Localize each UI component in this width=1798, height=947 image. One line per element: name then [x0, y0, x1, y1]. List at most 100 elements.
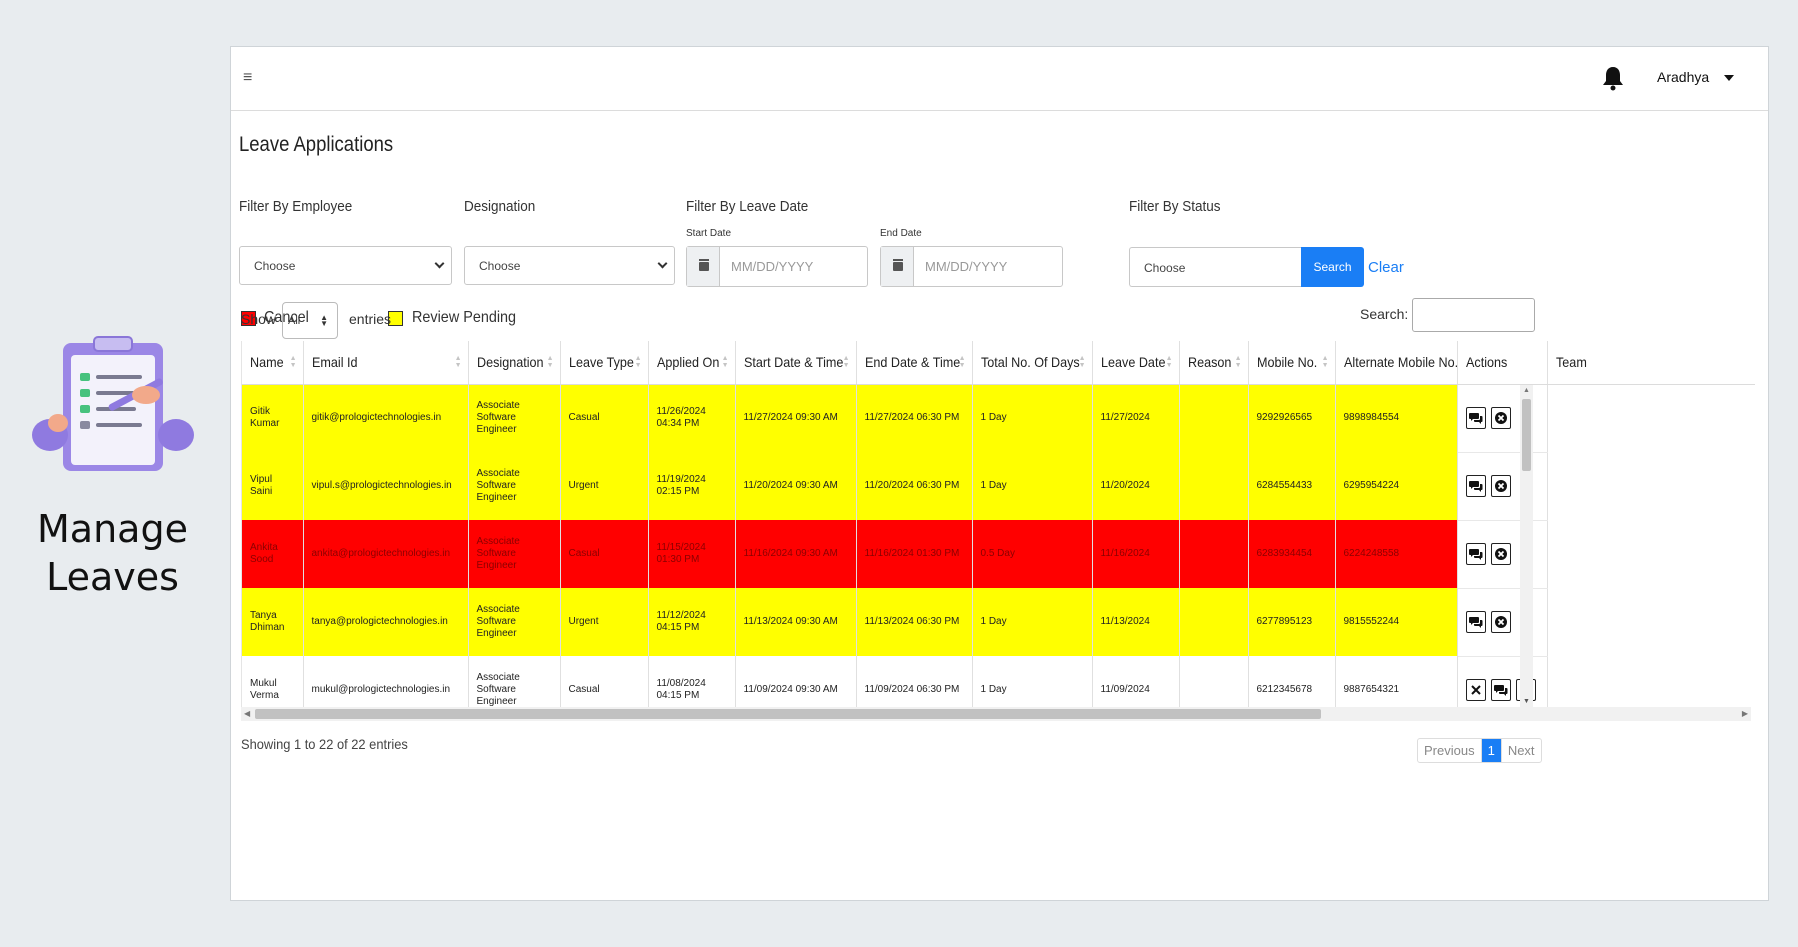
pagination-previous[interactable]: Previous — [1418, 739, 1482, 762]
column-header-label: End Date & Time — [864, 354, 960, 371]
scroll-right-icon[interactable]: ▶ — [1741, 709, 1748, 718]
cancel-circle-icon[interactable] — [1490, 475, 1511, 497]
column-header[interactable]: Start Date & Time ▲ ▼ — [735, 341, 857, 385]
column-header[interactable]: Leave Date ▲ ▼ — [1092, 341, 1180, 385]
hero-title: Manage Leaves — [0, 505, 225, 601]
cancel-circle-icon[interactable] — [1490, 543, 1511, 565]
table-header-row: Name ▲ ▼ Email Id ▲ ▼ Designation ▲ ▼ Leave Ty… — [242, 341, 1755, 385]
cell-leave-type: Casual — [560, 384, 649, 452]
leave-table: Name ▲ ▼ Email Id ▲ ▼ Designation ▲ ▼ Leave Ty… — [242, 341, 1755, 711]
column-header[interactable]: Applied On ▲ ▼ — [648, 341, 736, 385]
column-header[interactable]: End Date & Time ▲ ▼ — [856, 341, 973, 385]
filter-employee-select[interactable]: Choose — [239, 246, 452, 285]
notification-bell-icon[interactable] — [1601, 65, 1625, 91]
start-date-input[interactable] — [721, 247, 867, 286]
hamburger-menu-icon[interactable]: ≡ — [243, 69, 253, 86]
vertical-scrollbar[interactable]: ▲ ▼ — [1520, 385, 1533, 707]
page-length-select[interactable]: All ▲ ▼ — [282, 302, 338, 339]
column-header[interactable]: Email Id ▲ ▼ — [303, 341, 469, 385]
scroll-down-icon[interactable]: ▼ — [1523, 698, 1530, 705]
comments-icon[interactable] — [1490, 679, 1511, 701]
horizontal-scroll-thumb[interactable] — [255, 709, 1321, 719]
cell-team — [1547, 452, 1755, 520]
cell-actions — [1457, 520, 1548, 589]
cell-leave-date: 11/13/2024 — [1092, 588, 1180, 656]
filter-designation-value: Choose — [479, 259, 521, 273]
hero-title-line2: Leaves — [46, 555, 179, 599]
user-menu-name[interactable]: Aradhya — [1657, 69, 1710, 85]
comments-icon[interactable] — [1465, 407, 1486, 429]
scroll-left-icon[interactable]: ◀ — [244, 709, 251, 718]
cell-alt-mobile: 9815552244 — [1335, 588, 1458, 656]
clear-link[interactable]: Clear — [1368, 259, 1404, 276]
filter-status-select[interactable]: Choose — [1129, 247, 1301, 287]
filter-status-label: Filter By Status — [1129, 198, 1221, 215]
column-header[interactable]: Total No. Of Days ▲ ▼ — [972, 341, 1093, 385]
horizontal-scrollbar[interactable]: ◀ ▶ — [241, 707, 1751, 721]
start-date-label: Start Date — [686, 228, 732, 239]
column-header[interactable]: Name ▲ ▼ — [242, 341, 304, 385]
cell-alt-mobile: 6224248558 — [1335, 520, 1458, 588]
sort-icon: ▲ ▼ — [634, 355, 642, 369]
cell-start: 11/20/2024 09:30 AM — [735, 452, 857, 520]
cancel-circle-icon[interactable] — [1490, 611, 1511, 633]
cell-applied-on: 11/26/2024 04:34 PM — [648, 384, 736, 452]
cell-days: 0.5 Day — [972, 520, 1093, 588]
chevron-down-icon — [434, 258, 445, 269]
cell-reason — [1179, 520, 1249, 588]
column-header-label: Designation — [476, 354, 544, 371]
sort-icon: ▲ ▼ — [1078, 355, 1086, 369]
comments-icon[interactable] — [1465, 543, 1486, 565]
cell-team — [1547, 520, 1755, 588]
column-header[interactable]: Mobile No. ▲ ▼ — [1248, 341, 1336, 385]
sort-icon: ▲ ▼ — [1321, 355, 1329, 369]
pagination-next[interactable]: Next — [1507, 743, 1535, 758]
cell-leave-date: 11/16/2024 — [1092, 520, 1180, 588]
cell-leave-type: Urgent — [560, 452, 649, 520]
filter-designation-select[interactable]: Choose — [464, 246, 675, 285]
search-button[interactable]: Search — [1301, 247, 1364, 287]
column-header[interactable]: Alternate Mobile No. — [1335, 341, 1458, 385]
close-icon[interactable] — [1465, 679, 1486, 701]
cell-designation: Associate Software Engineer — [468, 452, 561, 520]
pagination-page-1[interactable]: 1 — [1481, 739, 1502, 762]
table-info: Showing 1 to 22 of 22 entries — [241, 736, 408, 752]
cell-leave-type: Urgent — [560, 588, 649, 656]
cell-leave-date: 11/27/2024 — [1092, 384, 1180, 452]
table-search-input[interactable] — [1412, 298, 1535, 332]
column-header[interactable]: Reason ▲ ▼ — [1179, 341, 1249, 385]
cancel-circle-icon[interactable] — [1490, 407, 1511, 429]
chevron-down-icon — [657, 258, 668, 269]
cell-applied-on: 11/08/2024 04:15 PM — [648, 656, 736, 711]
cell-designation: Associate Software Engineer — [468, 520, 561, 588]
cell-leave-type: Casual — [560, 656, 649, 711]
hero-panel: Manage Leaves — [0, 0, 230, 947]
comments-icon[interactable] — [1465, 475, 1486, 497]
cell-end: 11/27/2024 06:30 PM — [856, 384, 973, 452]
calendar-icon[interactable] — [881, 247, 914, 286]
cell-designation: Associate Software Engineer — [468, 384, 561, 452]
column-header[interactable]: Team — [1547, 341, 1755, 385]
cell-name: Mukul Verma — [242, 656, 304, 711]
column-header: Actions — [1457, 341, 1548, 385]
column-header[interactable]: Designation ▲ ▼ — [468, 341, 561, 385]
vertical-scroll-thumb[interactable] — [1522, 399, 1531, 471]
end-date-input[interactable] — [915, 247, 1062, 286]
comments-icon[interactable] — [1465, 611, 1486, 633]
sort-icon: ▲ ▼ — [1234, 355, 1242, 369]
cell-days: 1 Day — [972, 656, 1093, 711]
scroll-up-icon[interactable]: ▲ — [1523, 387, 1530, 394]
table-row: Tanya Dhiman tanya@prologictechnologies.i… — [242, 588, 1755, 657]
cell-actions — [1457, 384, 1548, 453]
user-menu-caret-icon[interactable] — [1724, 75, 1734, 81]
page-length-value: All — [288, 315, 301, 327]
column-header[interactable]: Leave Type ▲ ▼ — [560, 341, 649, 385]
cell-email: tanya@prologictechnologies.in — [303, 588, 469, 656]
cell-end: 11/09/2024 06:30 PM — [856, 656, 973, 711]
column-header-label: Name — [250, 354, 284, 371]
cell-actions — [1457, 452, 1548, 521]
calendar-icon[interactable] — [687, 247, 720, 286]
cell-end: 11/16/2024 01:30 PM — [856, 520, 973, 588]
cell-designation: Associate Software Engineer — [468, 656, 561, 711]
cell-email: vipul.s@prologictechnologies.in — [303, 452, 469, 520]
